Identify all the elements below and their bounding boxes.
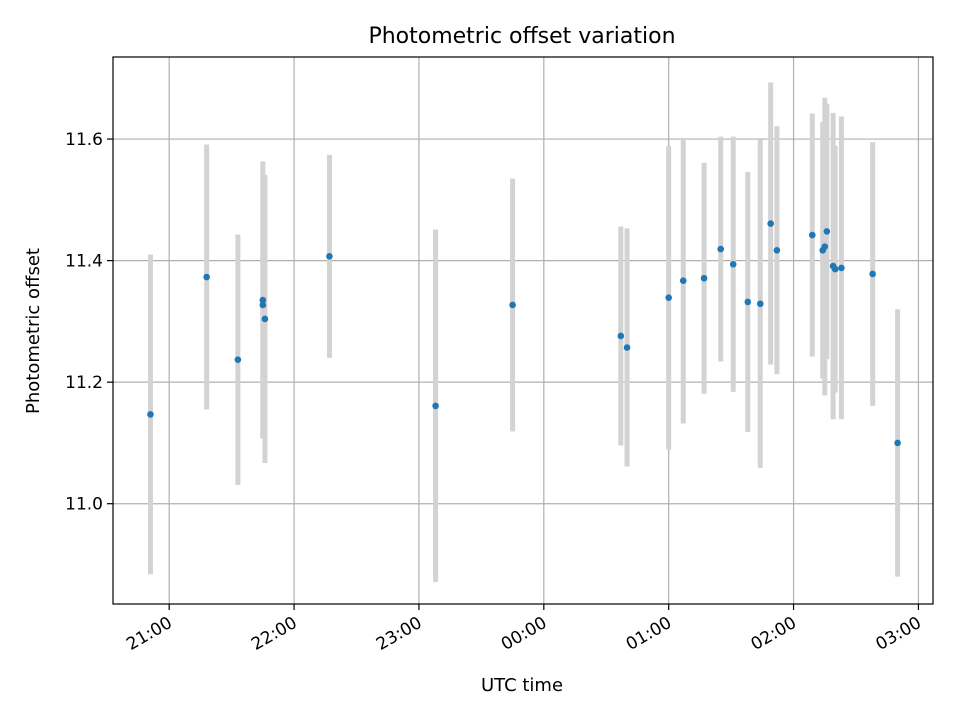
y-axis-label: Photometric offset <box>23 248 44 414</box>
data-point <box>744 298 752 306</box>
data-point <box>894 439 901 447</box>
data-point <box>700 274 708 282</box>
data-point <box>773 246 781 254</box>
data-point <box>261 315 269 323</box>
data-point <box>756 300 764 308</box>
data-point <box>259 301 267 309</box>
data-point <box>831 265 839 273</box>
chart-title: Photometric offset variation <box>368 24 675 49</box>
data-point <box>823 228 831 235</box>
data-point <box>617 332 625 340</box>
data-point <box>234 356 242 363</box>
data-point <box>623 344 631 351</box>
data-point <box>679 277 687 284</box>
data-point <box>259 296 267 304</box>
y-tick-label: 11.6 <box>65 130 103 150</box>
data-point <box>821 243 829 250</box>
data-point <box>838 264 845 272</box>
y-tick-label: 11.2 <box>65 373 103 393</box>
data-point <box>203 273 210 281</box>
data-point <box>326 253 333 260</box>
data-point <box>665 294 672 301</box>
data-point <box>509 301 516 309</box>
plot-frame <box>112 56 934 605</box>
data-point <box>147 411 154 418</box>
data-points <box>147 220 901 447</box>
y-tick-label: 11.0 <box>65 495 103 515</box>
data-point <box>717 245 725 253</box>
data-point <box>729 260 737 268</box>
y-axis: 11.0 11.2 11.4 11.6 <box>65 130 113 515</box>
data-point <box>432 402 439 410</box>
data-point <box>808 231 816 239</box>
data-point <box>767 220 774 227</box>
data-point <box>869 270 876 278</box>
y-tick-label: 11.4 <box>65 252 103 272</box>
x-axis-label: UTC time <box>481 675 563 696</box>
